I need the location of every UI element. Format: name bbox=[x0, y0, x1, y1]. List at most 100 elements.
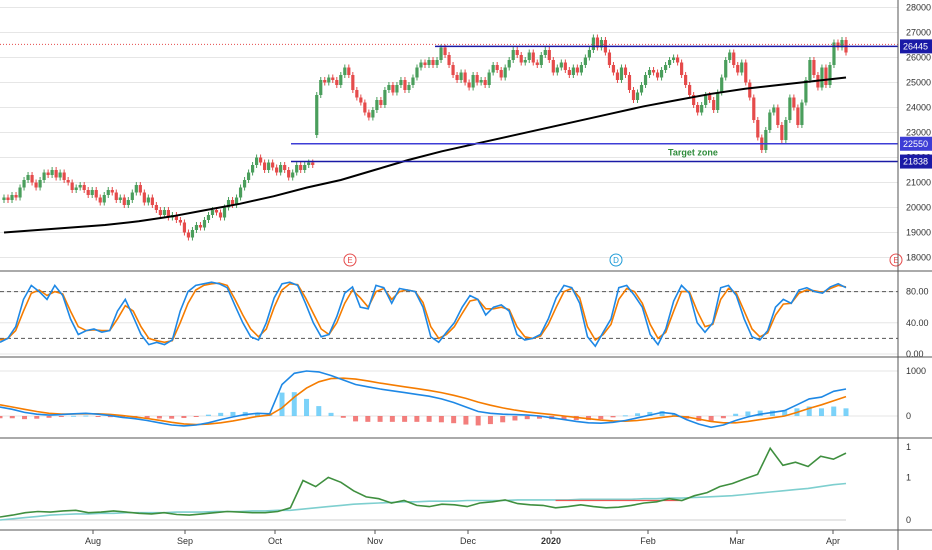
candle-body[interactable] bbox=[407, 85, 411, 90]
candle-body[interactable] bbox=[772, 107, 776, 113]
candle-body[interactable] bbox=[307, 162, 311, 166]
event-marker[interactable] bbox=[889, 253, 903, 267]
candle-body[interactable] bbox=[479, 80, 483, 83]
event-marker[interactable] bbox=[343, 253, 357, 267]
candle-body[interactable] bbox=[291, 172, 295, 178]
candle-body[interactable] bbox=[267, 162, 271, 171]
candle-body[interactable] bbox=[607, 52, 612, 66]
candle-body[interactable] bbox=[126, 200, 130, 205]
candle-body[interactable] bbox=[186, 232, 191, 238]
candle-body[interactable] bbox=[684, 75, 688, 85]
candle-body[interactable] bbox=[712, 100, 716, 110]
candle-body[interactable] bbox=[700, 105, 704, 113]
candle-body[interactable] bbox=[559, 62, 563, 68]
candle-body[interactable] bbox=[42, 172, 46, 181]
candle-body[interactable] bbox=[46, 172, 50, 176]
candle-body[interactable] bbox=[463, 72, 467, 83]
candle-body[interactable] bbox=[527, 52, 531, 61]
candle-body[interactable] bbox=[411, 77, 415, 86]
candle-body[interactable] bbox=[315, 95, 319, 135]
candle-body[interactable] bbox=[146, 197, 150, 203]
candle-body[interactable] bbox=[820, 67, 824, 88]
candle-body[interactable] bbox=[728, 52, 732, 61]
candle-body[interactable] bbox=[102, 195, 106, 203]
candle-body[interactable] bbox=[784, 120, 788, 140]
candle-body[interactable] bbox=[792, 97, 796, 108]
candle-body[interactable] bbox=[756, 120, 760, 138]
candle-body[interactable] bbox=[218, 212, 223, 218]
candle-body[interactable] bbox=[130, 192, 134, 201]
candle-body[interactable] bbox=[246, 172, 251, 181]
stochastic-panel[interactable]: 80.00 40.00 0.00 bbox=[0, 281, 932, 359]
candle-body[interactable] bbox=[635, 92, 640, 101]
candle-body[interactable] bbox=[587, 50, 591, 58]
candle-body[interactable] bbox=[583, 57, 587, 66]
candle-body[interactable] bbox=[383, 90, 387, 105]
candle-body[interactable] bbox=[543, 50, 547, 55]
candle-body[interactable] bbox=[150, 197, 154, 206]
candle-body[interactable] bbox=[736, 65, 740, 73]
candle-body[interactable] bbox=[351, 75, 355, 90]
candle-body[interactable] bbox=[154, 205, 158, 210]
candle-body[interactable] bbox=[523, 60, 527, 63]
candle-body[interactable] bbox=[415, 67, 419, 78]
candle-body[interactable] bbox=[355, 90, 359, 98]
candle-body[interactable] bbox=[371, 110, 375, 118]
candle-body[interactable] bbox=[226, 200, 231, 208]
candle-body[interactable] bbox=[54, 170, 58, 178]
candle-body[interactable] bbox=[459, 72, 463, 81]
candle-body[interactable] bbox=[263, 162, 267, 171]
candle-body[interactable] bbox=[299, 165, 303, 170]
candle-body[interactable] bbox=[840, 40, 844, 48]
candle-body[interactable] bbox=[752, 97, 756, 121]
candle-body[interactable] bbox=[611, 65, 616, 73]
candle-body[interactable] bbox=[367, 112, 371, 118]
candle-body[interactable] bbox=[579, 65, 583, 73]
candle-body[interactable] bbox=[10, 195, 14, 200]
candle-body[interactable] bbox=[764, 130, 768, 150]
candle-body[interactable] bbox=[387, 85, 391, 90]
candle-body[interactable] bbox=[475, 75, 479, 83]
candle-body[interactable] bbox=[567, 70, 571, 75]
candle-body[interactable] bbox=[503, 67, 507, 78]
candle-body[interactable] bbox=[599, 40, 604, 48]
candle-body[interactable] bbox=[343, 67, 347, 76]
candle-body[interactable] bbox=[499, 70, 503, 78]
candle-body[interactable] bbox=[182, 222, 187, 233]
candle-body[interactable] bbox=[732, 52, 736, 66]
candle-body[interactable] bbox=[740, 62, 744, 73]
candle-body[interactable] bbox=[507, 60, 511, 68]
candle-body[interactable] bbox=[78, 185, 82, 188]
candle-body[interactable] bbox=[591, 37, 595, 51]
candle-body[interactable] bbox=[327, 77, 331, 83]
candle-body[interactable] bbox=[451, 65, 455, 75]
candle-body[interactable] bbox=[303, 165, 307, 170]
candle-body[interactable] bbox=[515, 50, 519, 55]
candle-body[interactable] bbox=[166, 210, 170, 218]
candle-body[interactable] bbox=[70, 182, 74, 191]
candle-body[interactable] bbox=[158, 210, 162, 215]
candle-body[interactable] bbox=[202, 220, 207, 228]
candle-body[interactable] bbox=[643, 75, 648, 85]
candle-body[interactable] bbox=[431, 60, 435, 65]
candle-body[interactable] bbox=[671, 57, 676, 61]
candle-body[interactable] bbox=[14, 195, 18, 198]
candle-body[interactable] bbox=[194, 225, 199, 230]
candle-body[interactable] bbox=[82, 185, 86, 190]
candle-body[interactable] bbox=[776, 107, 780, 126]
candle-body[interactable] bbox=[214, 210, 219, 213]
candle-body[interactable] bbox=[623, 67, 628, 76]
candle-body[interactable] bbox=[50, 170, 54, 175]
candle-body[interactable] bbox=[234, 197, 239, 206]
candle-body[interactable] bbox=[403, 80, 407, 90]
candle-body[interactable] bbox=[206, 215, 211, 220]
candle-body[interactable] bbox=[279, 165, 283, 173]
candle-body[interactable] bbox=[551, 60, 555, 73]
candle-body[interactable] bbox=[796, 107, 800, 126]
candle-body[interactable] bbox=[311, 162, 315, 166]
candle-body[interactable] bbox=[295, 165, 299, 173]
candle-body[interactable] bbox=[639, 85, 644, 93]
candle-body[interactable] bbox=[788, 97, 792, 121]
candle-body[interactable] bbox=[395, 85, 399, 93]
